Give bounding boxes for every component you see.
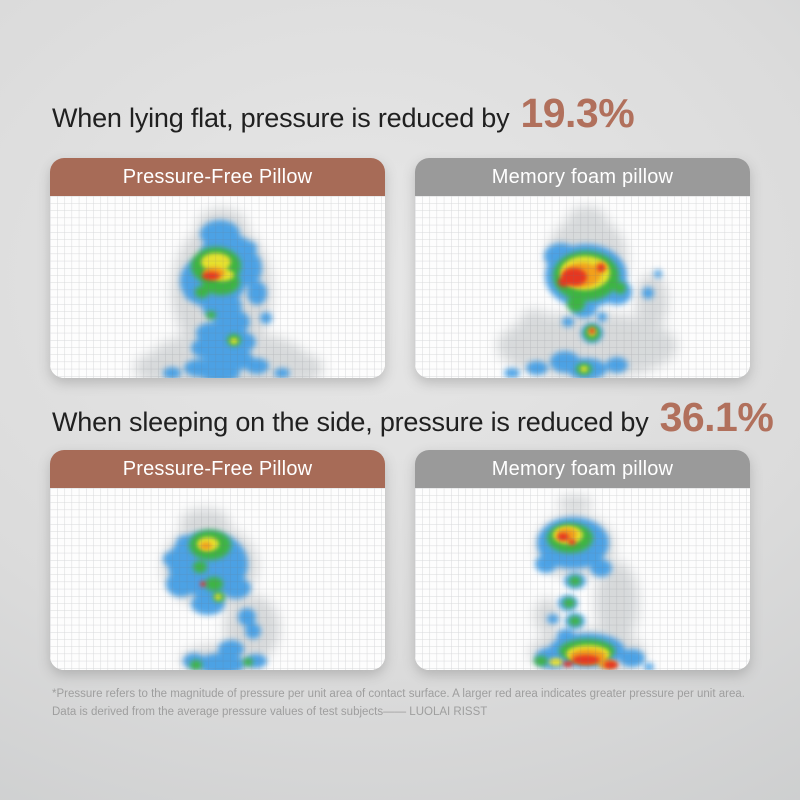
heatmap-flat-memory-foam <box>415 196 750 378</box>
heading-side-sleeping-text: When sleeping on the side, pressure is r… <box>52 407 649 437</box>
heatmap-flat-pressure-free <box>50 196 385 378</box>
row-side-sleeping: Pressure-Free Pillow Memory foam pillow <box>50 450 750 670</box>
heading-lying-flat-text: When lying flat, pressure is reduced by <box>52 103 510 133</box>
panel-header-side-memory-foam: Memory foam pillow <box>415 450 750 488</box>
pressure-heatmap-svg <box>415 488 750 670</box>
heading-lying-flat: When lying flat, pressure is reduced by … <box>52 90 635 137</box>
panel-flat-pressure-free: Pressure-Free Pillow <box>50 158 385 378</box>
row-lying-flat: Pressure-Free Pillow Memory foam pillow <box>50 158 750 378</box>
heatmap-side-pressure-free <box>50 488 385 670</box>
panel-header-side-pressure-free: Pressure-Free Pillow <box>50 450 385 488</box>
pressure-heatmap-svg <box>50 196 385 378</box>
panel-flat-memory-foam: Memory foam pillow <box>415 158 750 378</box>
panel-side-memory-foam: Memory foam pillow <box>415 450 750 670</box>
pressure-heatmap-svg <box>50 488 385 670</box>
panel-side-pressure-free: Pressure-Free Pillow <box>50 450 385 670</box>
footnote: *Pressure refers to the magnitude of pre… <box>52 688 745 718</box>
heatmap-side-memory-foam <box>415 488 750 670</box>
heading-side-sleeping-percentage: 36.1% <box>659 394 774 440</box>
pressure-heatmap-svg <box>415 196 750 378</box>
heading-lying-flat-percentage: 19.3% <box>520 90 635 136</box>
panel-header-flat-memory-foam: Memory foam pillow <box>415 158 750 196</box>
heading-side-sleeping: When sleeping on the side, pressure is r… <box>52 394 774 441</box>
panel-header-flat-pressure-free: Pressure-Free Pillow <box>50 158 385 196</box>
